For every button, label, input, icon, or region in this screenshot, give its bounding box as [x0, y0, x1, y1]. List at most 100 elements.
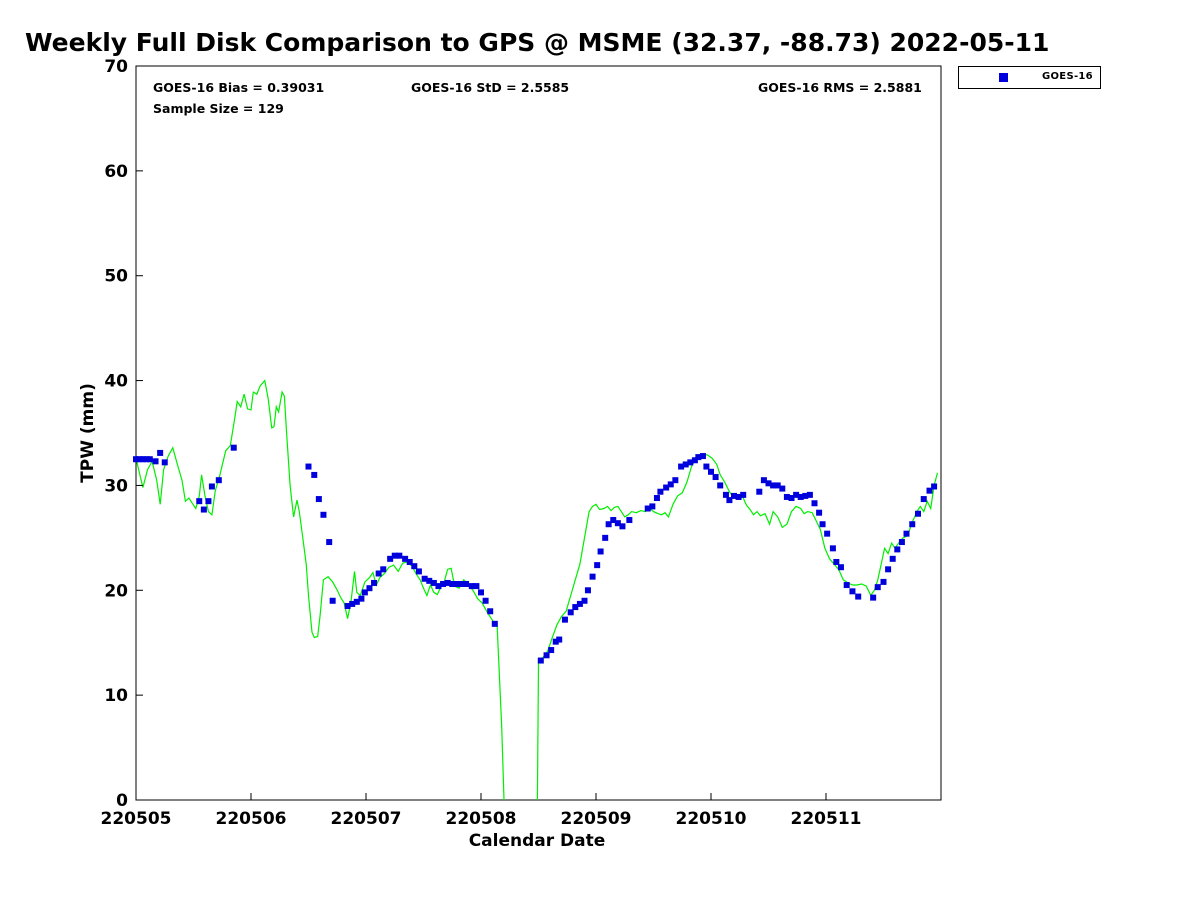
goes16-point — [898, 539, 905, 546]
goes16-point — [157, 449, 164, 456]
goes16-point — [722, 491, 729, 498]
goes16-point — [552, 638, 559, 645]
goes16-point — [926, 487, 933, 494]
goes16-point — [663, 484, 670, 491]
goes16-point — [478, 589, 484, 596]
goes16-point — [136, 456, 143, 463]
goes16-point — [349, 600, 356, 607]
goes16-point — [915, 510, 921, 517]
goes16-point — [597, 548, 604, 555]
goes16-point — [811, 500, 818, 507]
goes16-point — [626, 517, 633, 524]
goes16-point — [653, 495, 660, 502]
goes16-point — [396, 552, 403, 559]
goes16-point — [824, 530, 831, 537]
goes16-point — [894, 546, 901, 553]
bias-stat: GOES-16 Bias = 0.39031 — [153, 80, 325, 95]
goes16-point — [837, 564, 844, 571]
goes16-point — [687, 459, 694, 466]
goes16-point — [215, 477, 222, 484]
std-stat: GOES-16 StD = 2.5585 — [411, 80, 570, 95]
goes16-series — [133, 444, 938, 664]
goes16-point — [682, 461, 689, 468]
gps-series-line — [536, 453, 939, 801]
goes16-point — [712, 474, 719, 481]
gps-series — [135, 379, 939, 801]
goes16-point — [402, 555, 409, 562]
goes16-point — [230, 444, 237, 451]
goes16-point — [920, 496, 927, 503]
goes16-point — [449, 580, 456, 587]
goes16-point — [855, 593, 862, 600]
goes16-point — [375, 570, 382, 577]
goes16-point — [740, 491, 747, 498]
x-tick-label: 220507 — [331, 809, 402, 829]
goes16-point — [760, 477, 767, 484]
x-axis-label: Calendar Date — [469, 831, 606, 851]
goes16-point — [205, 498, 212, 505]
x-tick-label: 220506 — [216, 809, 287, 829]
goes16-point — [152, 458, 159, 465]
goes16-point — [678, 463, 685, 470]
goes16-point — [537, 657, 544, 664]
goes16-point — [326, 539, 333, 546]
goes16-point — [602, 534, 609, 541]
goes16-point — [458, 580, 465, 587]
y-tick-label: 60 — [104, 162, 128, 182]
goes16-point — [619, 523, 626, 530]
goes16-point — [657, 488, 664, 495]
x-tick-label: 220505 — [101, 809, 172, 829]
y-tick-label: 30 — [104, 476, 128, 496]
goes16-point — [133, 456, 139, 463]
goes16-point — [543, 652, 550, 659]
plot-frame — [135, 65, 942, 801]
goes16-point — [353, 598, 360, 605]
goes16-point — [567, 609, 574, 616]
sample-size-stat: Sample Size = 129 — [153, 101, 284, 116]
goes16-point — [358, 595, 365, 602]
y-tick-label: 40 — [104, 372, 128, 392]
goes16-point — [161, 459, 168, 466]
goes16-point — [765, 480, 772, 487]
y-tick-label: 20 — [104, 581, 128, 601]
goes16-point — [793, 491, 800, 498]
goes16-point — [463, 580, 470, 587]
y-axis-label: TPW (mm) — [78, 383, 98, 483]
goes16-point — [819, 521, 826, 528]
goes16-point — [849, 588, 856, 595]
goes16-point — [576, 600, 583, 607]
goes16-point — [843, 582, 850, 589]
goes16-point — [556, 636, 563, 643]
x-tick-label: 220509 — [561, 809, 632, 829]
y-tick-label: 0 — [116, 791, 128, 811]
goes16-point — [440, 580, 447, 587]
x-tick-label: 220508 — [446, 809, 517, 829]
goes16-point — [366, 585, 373, 592]
goes16-point — [315, 496, 322, 503]
goes16-point — [589, 573, 596, 580]
goes16-point — [731, 492, 737, 499]
goes16-point — [783, 493, 790, 500]
goes16-point — [672, 477, 679, 484]
goes16-point — [779, 485, 786, 492]
goes16-point — [473, 583, 480, 590]
goes16-point — [371, 579, 378, 586]
goes16-point — [610, 517, 617, 524]
goes16-point — [415, 568, 422, 575]
goes16-point — [435, 583, 442, 590]
y-tick-label: 70 — [104, 57, 128, 77]
goes16-point — [756, 488, 763, 495]
goes16-point — [703, 463, 710, 470]
goes16-point — [139, 456, 146, 463]
goes16-point — [774, 482, 781, 489]
goes16-point — [614, 520, 621, 527]
goes16-point — [444, 579, 451, 586]
goes16-point — [468, 583, 475, 590]
goes16-point — [605, 521, 612, 528]
goes16-point — [735, 493, 742, 500]
goes16-point — [870, 594, 877, 601]
goes16-point — [426, 577, 433, 584]
goes16-point — [581, 597, 588, 604]
gps-series-line — [135, 379, 505, 801]
goes16-point — [329, 597, 336, 604]
